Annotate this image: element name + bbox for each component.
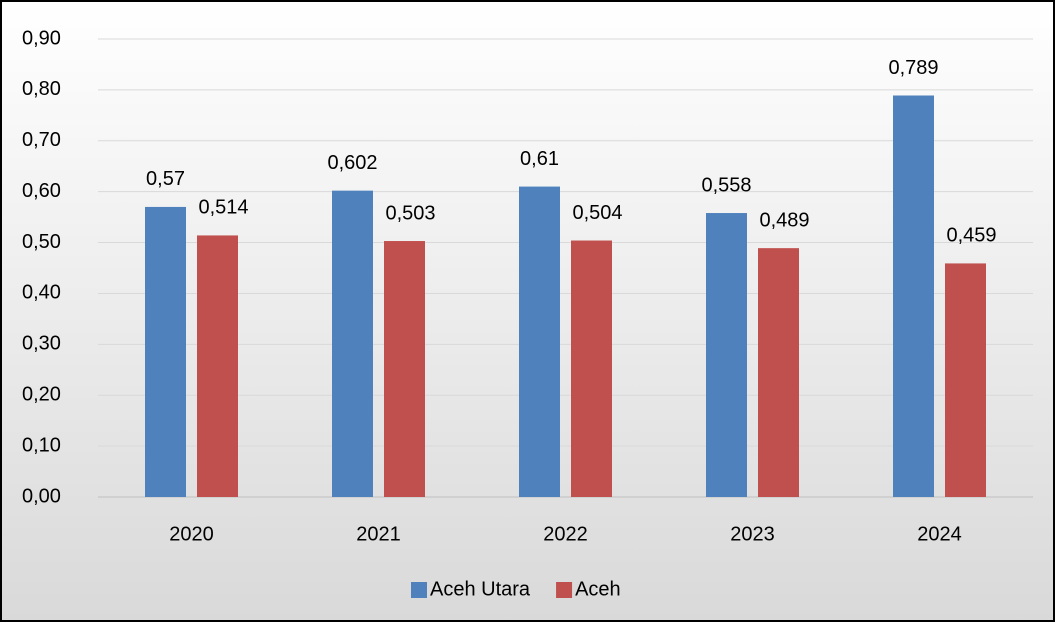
x-tick-label: 2021	[356, 523, 401, 545]
bar	[893, 95, 934, 497]
bar	[384, 241, 425, 497]
y-tick-label: 0,70	[22, 129, 61, 151]
bar	[197, 235, 238, 498]
data-label: 0,789	[888, 57, 938, 79]
data-label: 0,61	[520, 148, 559, 170]
bar	[758, 248, 799, 497]
x-tick-label: 2023	[730, 523, 775, 545]
bar	[945, 263, 986, 497]
y-tick-label: 0,20	[22, 384, 61, 406]
y-tick-label: 0,30	[22, 333, 61, 355]
x-tick-label: 2020	[169, 523, 214, 545]
bar	[571, 240, 612, 497]
legend-label: Aceh	[575, 578, 621, 600]
data-label: 0,558	[701, 174, 751, 196]
y-tick-label: 0,60	[22, 180, 61, 202]
legend-label: Aceh Utara	[430, 578, 531, 600]
bar	[519, 186, 560, 498]
data-label: 0,504	[572, 202, 622, 224]
y-tick-label: 0,10	[22, 434, 61, 456]
y-tick-label: 0,00	[22, 485, 61, 507]
bar	[706, 213, 747, 498]
legend-swatch	[411, 582, 427, 598]
data-label: 0,514	[198, 197, 248, 219]
y-tick-label: 0,80	[22, 78, 61, 100]
data-label: 0,489	[759, 209, 809, 231]
data-label: 0,602	[327, 152, 377, 174]
y-tick-label: 0,90	[22, 27, 61, 49]
x-tick-label: 2022	[543, 523, 588, 545]
y-tick-label: 0,40	[22, 282, 61, 304]
data-label: 0,57	[146, 168, 185, 190]
data-label: 0,503	[385, 202, 435, 224]
bar	[145, 206, 186, 497]
data-label: 0,459	[946, 225, 996, 247]
x-tick-label: 2024	[917, 523, 962, 545]
y-tick-label: 0,50	[22, 231, 61, 253]
bar	[332, 190, 373, 497]
legend-swatch	[556, 582, 573, 598]
